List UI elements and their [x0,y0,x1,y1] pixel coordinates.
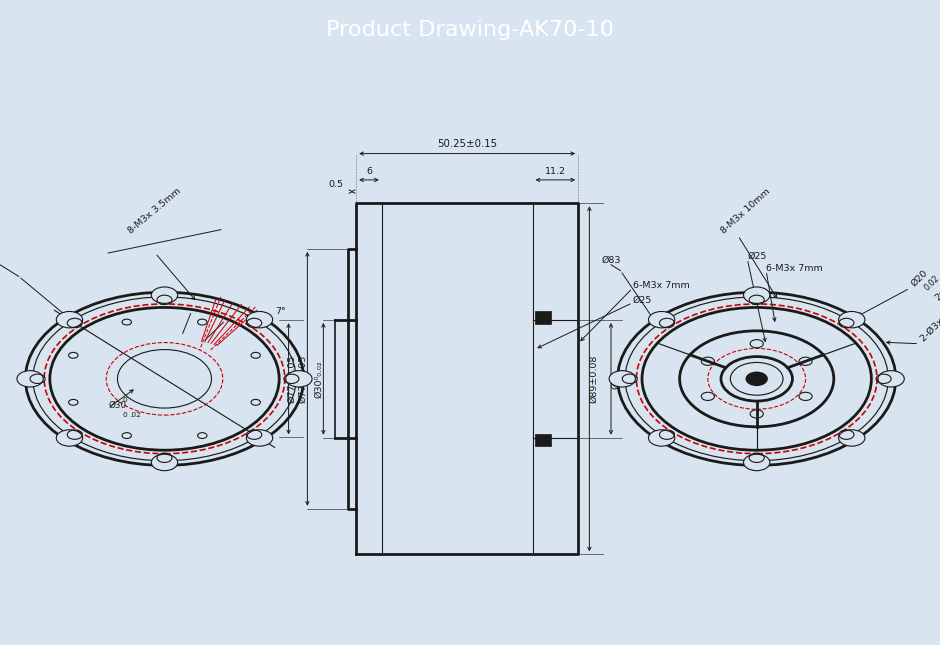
Text: 2mm: 2mm [933,279,940,303]
Circle shape [246,312,273,328]
Circle shape [878,371,904,387]
Circle shape [56,430,83,446]
Circle shape [609,371,635,387]
Text: 0: 0 [122,412,127,418]
Bar [535,434,552,446]
Text: 6: 6 [366,168,372,176]
Text: 0.02: 0.02 [922,273,940,292]
Text: Ø30⁰₀.₀₂: Ø30⁰₀.₀₂ [314,360,323,397]
Circle shape [17,371,43,387]
Text: Ø71: Ø71 [611,369,620,388]
Circle shape [151,287,178,303]
Text: Ø25: Ø25 [747,252,767,261]
Text: Ø77±0.05: Ø77±0.05 [298,355,307,403]
Text: Ø25: Ø25 [633,296,652,305]
Text: 50.25±0.15: 50.25±0.15 [437,139,497,149]
Circle shape [746,372,767,385]
Circle shape [649,430,675,446]
Text: 8-M3x 3.5mm: 8-M3x 3.5mm [127,186,183,235]
Text: Product Drawing-AK70-10: Product Drawing-AK70-10 [326,20,614,40]
Circle shape [56,312,83,328]
Circle shape [744,454,770,471]
Text: Ø20: Ø20 [910,268,930,288]
Circle shape [286,371,312,387]
Text: Ø30: Ø30 [108,401,126,410]
Text: .02: .02 [129,412,141,419]
Text: 0.5: 0.5 [328,180,343,189]
Circle shape [246,430,273,446]
Text: Ø77±0.05: Ø77±0.05 [288,355,297,403]
Text: 8-M3x 10mm: 8-M3x 10mm [719,187,772,235]
Text: Ø89±0.08: Ø89±0.08 [589,355,599,403]
Circle shape [838,430,865,446]
Circle shape [649,312,675,328]
Text: 6-M3x 7mm: 6-M3x 7mm [633,281,689,290]
Circle shape [838,312,865,328]
Text: 7°: 7° [275,308,286,317]
Text: 6-M3x 7mm: 6-M3x 7mm [766,264,822,273]
Circle shape [151,454,178,471]
Bar [535,312,552,324]
Circle shape [744,287,770,303]
Text: 11.2: 11.2 [545,168,566,176]
Text: 0: 0 [122,397,127,403]
Text: Ø83: Ø83 [602,255,621,264]
Text: 2-Ø3x 3mm: 2-Ø3x 3mm [919,297,940,344]
